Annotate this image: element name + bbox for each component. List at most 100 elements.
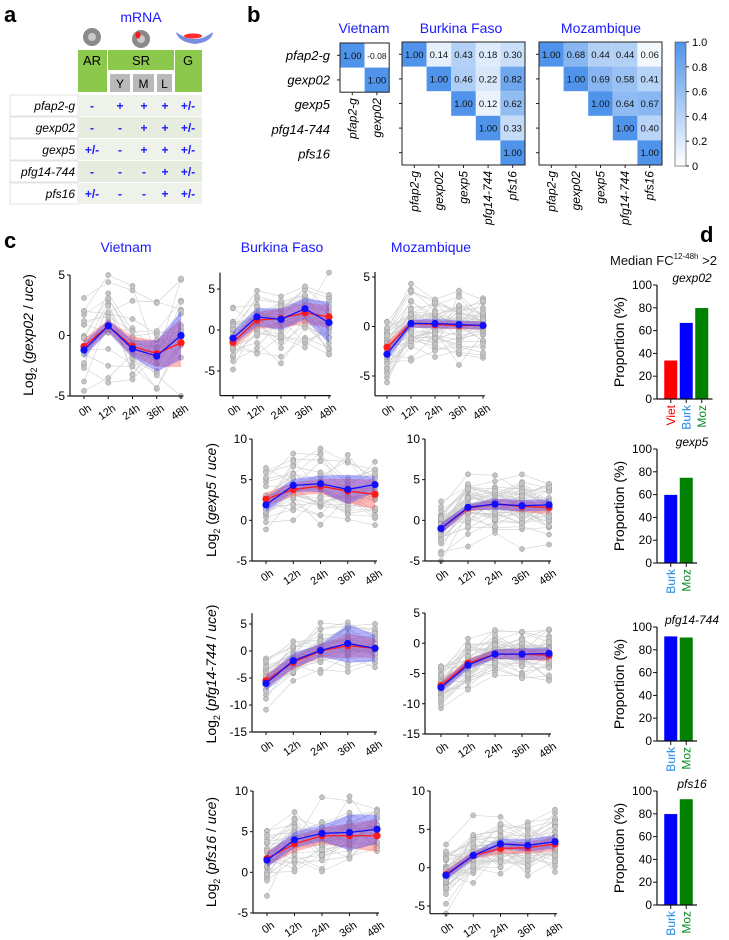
heatmap-title-vietnam: Vietnam bbox=[338, 20, 389, 36]
y-tick-label: 5 bbox=[418, 822, 425, 836]
bar-title-main: Median FC bbox=[610, 253, 674, 268]
individual-point bbox=[408, 343, 414, 349]
individual-point bbox=[263, 663, 269, 670]
individual-point bbox=[230, 358, 236, 364]
red-mean-point bbox=[371, 490, 379, 498]
individual-point bbox=[438, 515, 444, 522]
individual-point bbox=[129, 363, 136, 370]
heatmap-cell bbox=[475, 42, 501, 67]
bar-y-axis-label: Proportion (%) bbox=[611, 297, 627, 387]
x-tick-label: 0h bbox=[226, 402, 243, 419]
x-tick-label: 48h bbox=[169, 403, 191, 423]
table-cell-value: +/- bbox=[85, 143, 99, 157]
individual-point bbox=[178, 298, 184, 305]
y-axis-label-gexp5: Log2 (gexp5 / uce) bbox=[203, 443, 222, 557]
individual-point bbox=[372, 630, 378, 637]
individual-point bbox=[317, 625, 324, 632]
individual-point bbox=[408, 306, 414, 312]
x-tick-label: 24h bbox=[483, 741, 505, 761]
heatmap-cell bbox=[612, 42, 638, 67]
individual-point bbox=[263, 695, 269, 702]
bar-plot-gexp02: Viet Burk Moz 0 20 40 60 80 100 gexp02 Proportion … bbox=[611, 271, 713, 430]
table-cell-value: - bbox=[142, 165, 146, 179]
y-tick-label: 0 bbox=[240, 644, 247, 658]
individual-point bbox=[524, 822, 531, 829]
individual-point bbox=[344, 505, 351, 512]
individual-point bbox=[81, 295, 87, 301]
colorbar-tick-label: 0 bbox=[692, 161, 698, 173]
individual-point bbox=[81, 365, 87, 371]
bar-category-label: Burk bbox=[664, 910, 678, 936]
individual-point bbox=[278, 293, 284, 300]
heatmap-cell bbox=[612, 66, 638, 92]
individual-point bbox=[264, 839, 270, 845]
y-label-part: gexp02 bbox=[20, 313, 36, 359]
individual-point bbox=[291, 857, 298, 863]
line-plot-gexp02-vietnam: 5 0 -5 0h 12h 24h 36h 48h bbox=[54, 268, 191, 423]
x-tick-label: 12h bbox=[96, 403, 118, 423]
individual-point bbox=[552, 806, 558, 813]
blue-mean-point bbox=[383, 350, 391, 358]
heatmap-cell-value: 0.33 bbox=[503, 124, 522, 135]
individual-point bbox=[524, 862, 531, 869]
individual-point bbox=[81, 334, 87, 341]
heatmap-title-mozambique: Mozambique bbox=[561, 20, 641, 36]
blue-mean-point bbox=[479, 321, 487, 330]
y-tick-label: 80 bbox=[639, 807, 653, 821]
individual-point bbox=[497, 821, 504, 827]
individual-point bbox=[105, 302, 112, 309]
y-tick-label: 0 bbox=[58, 329, 65, 343]
panel-a-label: a bbox=[4, 2, 17, 27]
y-label-part: ( bbox=[20, 359, 36, 368]
blue-mean-point bbox=[407, 319, 415, 328]
individual-point bbox=[456, 302, 462, 309]
individual-point bbox=[546, 639, 552, 645]
heatmap-cell-value: 1.00 bbox=[567, 74, 586, 85]
individual-point bbox=[552, 824, 558, 830]
individual-point bbox=[480, 298, 486, 305]
individual-point bbox=[278, 353, 284, 360]
individual-point bbox=[344, 478, 351, 484]
individual-point bbox=[230, 352, 236, 358]
individual-point bbox=[263, 519, 269, 526]
individual-point bbox=[319, 819, 325, 825]
heatmap-cell bbox=[500, 115, 525, 141]
individual-point bbox=[344, 623, 351, 629]
blue-mean-point bbox=[80, 346, 88, 354]
x-tick-label: 12h bbox=[456, 741, 478, 761]
bar-plot-pfg14-744: Burk Moz 0 20 40 60 80 100 pfg14-744 Proportion (… bbox=[611, 613, 719, 772]
y-tick-label: -5 bbox=[359, 369, 370, 383]
individual-point bbox=[465, 531, 471, 537]
x-tick-label: 48h bbox=[537, 568, 559, 588]
heatmap-cell bbox=[637, 66, 662, 92]
individual-point bbox=[317, 499, 324, 506]
bar-moz bbox=[679, 798, 694, 906]
individual-point bbox=[546, 672, 552, 679]
bar-category-label: Viet bbox=[664, 404, 678, 425]
individual-point bbox=[129, 316, 136, 322]
individual-point bbox=[81, 318, 87, 324]
individual-point bbox=[302, 337, 308, 343]
blue-mean-point bbox=[344, 639, 352, 648]
individual-point bbox=[456, 329, 462, 335]
table-row-gene: gexp02 bbox=[36, 121, 76, 135]
x-tick-label: 0h bbox=[260, 920, 277, 937]
table-row bbox=[78, 161, 202, 182]
y-tick-label: -5 bbox=[409, 554, 420, 568]
individual-point bbox=[129, 328, 136, 335]
x-tick-label: 24h bbox=[310, 920, 332, 940]
blue-mean-point bbox=[318, 829, 326, 837]
colorbar-tick-label: 0.2 bbox=[692, 136, 707, 148]
x-tick-label: 36h bbox=[336, 739, 358, 759]
table-cell-value: - bbox=[90, 99, 94, 113]
individual-point bbox=[465, 686, 471, 693]
colorbar-tick-label: 0.8 bbox=[692, 62, 707, 74]
individual-point bbox=[456, 294, 462, 300]
bar-panel-title: Median FC12-48h >2 bbox=[610, 252, 717, 268]
individual-point bbox=[254, 340, 260, 346]
individual-point bbox=[432, 354, 438, 360]
x-tick-label: 12h bbox=[245, 402, 267, 422]
y-tick-label: -5 bbox=[54, 389, 65, 403]
individual-point bbox=[492, 472, 498, 479]
y-tick-label: 5 bbox=[58, 268, 65, 282]
